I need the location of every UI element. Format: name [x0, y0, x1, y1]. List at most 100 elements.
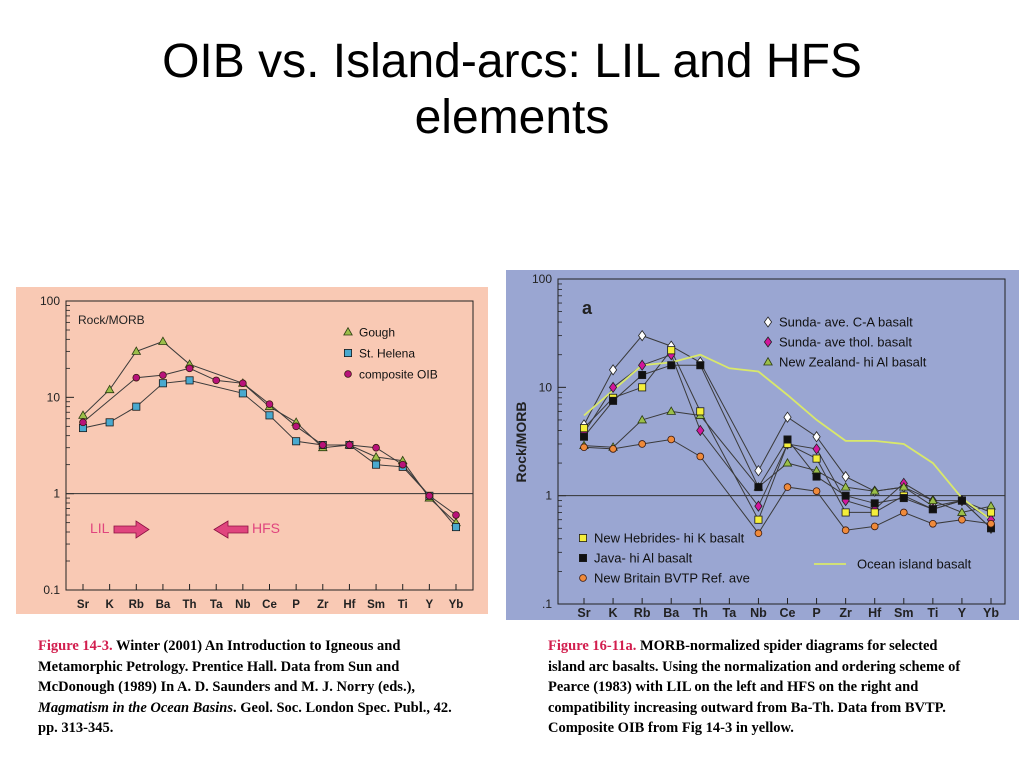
data-point — [754, 500, 763, 512]
legend-swatch-st-helena — [343, 349, 352, 358]
x-tick-label-k: K — [609, 606, 618, 620]
data-point — [452, 511, 460, 519]
y-tick-label: 10 — [47, 390, 61, 404]
y-tick-label: 10 — [539, 380, 553, 394]
legend-swatch-new-britain-bvtp-ref-ave — [579, 574, 587, 582]
data-point — [812, 487, 821, 495]
data-point — [929, 519, 937, 528]
legend-label-new-zealand-hi-al-basalt: New Zealand- hi Al basalt — [779, 355, 927, 370]
series-line-gough — [82, 340, 457, 524]
x-tick-label-hf: Hf — [868, 606, 882, 620]
y-axis: 100 10 1 .1 — [532, 272, 566, 611]
x-tick-label-sr: Sr — [577, 606, 590, 620]
data-point — [841, 526, 850, 534]
data-point — [927, 495, 938, 505]
data-point — [372, 460, 381, 469]
data-point — [869, 486, 880, 495]
data-point — [812, 472, 821, 481]
data-point — [185, 364, 194, 373]
plot-frame — [557, 278, 1006, 605]
data-point — [265, 400, 274, 408]
caption-right-text: MORB-normalized spider diagrams for sele… — [548, 638, 961, 736]
data-point — [841, 491, 850, 500]
data-point — [928, 505, 937, 514]
data-point — [132, 402, 141, 411]
legend-label-ocean-island-basalt: Ocean island basalt — [857, 557, 972, 572]
series-line-sunda-ave-thol-basalt — [583, 354, 992, 521]
series-line-st-helena — [82, 379, 457, 528]
data-point — [812, 443, 821, 455]
data-point — [667, 361, 676, 370]
x-tick-label-ba: Ba — [156, 599, 171, 611]
data-point — [638, 359, 647, 371]
data-point — [105, 418, 114, 427]
x-tick-label-p: P — [292, 599, 300, 611]
data-point — [637, 414, 648, 424]
x-tick-label-ba: Ba — [663, 606, 680, 620]
x-tick-label-sm: Sm — [367, 599, 385, 611]
data-point — [870, 499, 879, 508]
data-point — [318, 441, 327, 449]
legend-1: Gough St. Helena composite OIB — [343, 326, 438, 382]
data-point — [608, 381, 618, 394]
x-tick-label-y: Y — [958, 606, 967, 620]
legend-3: Ocean island basalt — [814, 557, 972, 572]
data-point — [986, 508, 995, 517]
data-point — [158, 379, 167, 388]
data-point — [79, 418, 87, 427]
slide-title: OIB vs. Island-arcs: LIL and HFS element… — [0, 34, 1024, 146]
legend-swatch-gough — [343, 326, 353, 336]
data-point — [609, 396, 618, 405]
data-point — [638, 370, 647, 379]
x-tick-label-p: P — [812, 606, 820, 620]
hfs-label: HFS — [252, 520, 280, 536]
legend-label-new-britain-bvtp-ref-ave: New Britain BVTP Ref. ave — [594, 571, 750, 586]
data-point — [870, 522, 879, 531]
data-point — [580, 443, 588, 452]
legend-label-gough: Gough — [359, 326, 395, 340]
slide-title-line-1: OIB vs. Island-arcs: LIL and HFS — [162, 35, 862, 88]
series-markers-java-hi-al-basalt — [580, 361, 995, 533]
data-point — [132, 373, 141, 382]
chart-background — [506, 270, 1019, 620]
data-point — [782, 457, 793, 467]
data-point — [666, 406, 677, 415]
island-arc-spider-chart: 100 10 1 .1 Sr K Rb Ba Th Ta Nb Ce P Zr Hf Sm Ti Y Yb Rock/… — [506, 270, 1019, 620]
data-point — [696, 424, 705, 437]
series-line-new-britain-bvtp-ref-ave — [583, 438, 992, 535]
legend-swatch-composite-oib — [344, 370, 352, 378]
x-tick-label-zr: Zr — [317, 599, 329, 611]
data-point — [783, 483, 792, 491]
data-point — [292, 422, 300, 431]
data-point — [398, 460, 407, 469]
x-tick-label-nb: Nb — [235, 599, 250, 611]
data-point — [580, 424, 589, 433]
data-point — [898, 481, 909, 491]
x-tick-label-zr: Zr — [839, 606, 852, 620]
legend-label-sunda-ave-c-a-basalt: Sunda- ave. C-A basalt — [779, 315, 913, 330]
data-point — [425, 492, 434, 500]
legend-swatch-sunda-ave-c-a-basalt — [763, 316, 773, 328]
y-tick-label: 1 — [545, 489, 552, 503]
x-axis: Sr K Rb Ba Th Ta Nb Ce P Zr Hf Sm Ti Y Yb — [577, 598, 999, 620]
caption-left-text: Winter (2001) An Introduction to Igneous… — [38, 638, 416, 695]
legend-label-st-helena: St. Helena — [359, 347, 415, 361]
x-tick-label-ti: Ti — [927, 606, 938, 620]
data-point — [957, 496, 966, 505]
legend-1: Sunda- ave. C-A basalt Sunda- ave thol. b… — [763, 315, 927, 370]
caption-left-italic-title: Magmatism in the Ocean Basins — [38, 699, 233, 716]
legend-swatch-sunda-ave-thol-basalt — [763, 336, 773, 348]
data-point — [840, 481, 851, 491]
data-point — [754, 515, 763, 524]
data-point — [159, 371, 167, 379]
x-tick-label-yb: Yb — [449, 599, 464, 611]
series-markers-new-britain-bvtp-ref-ave — [580, 435, 995, 538]
data-point — [841, 470, 850, 483]
series-line-new-zealand-hi-al-basalt — [583, 410, 992, 513]
y-tick-label: 100 — [40, 294, 60, 308]
data-point — [899, 508, 908, 517]
lil-hfs-annotations: LIL HFS — [90, 520, 280, 539]
data-point — [580, 432, 589, 441]
data-point — [638, 440, 646, 448]
data-point — [372, 443, 380, 452]
